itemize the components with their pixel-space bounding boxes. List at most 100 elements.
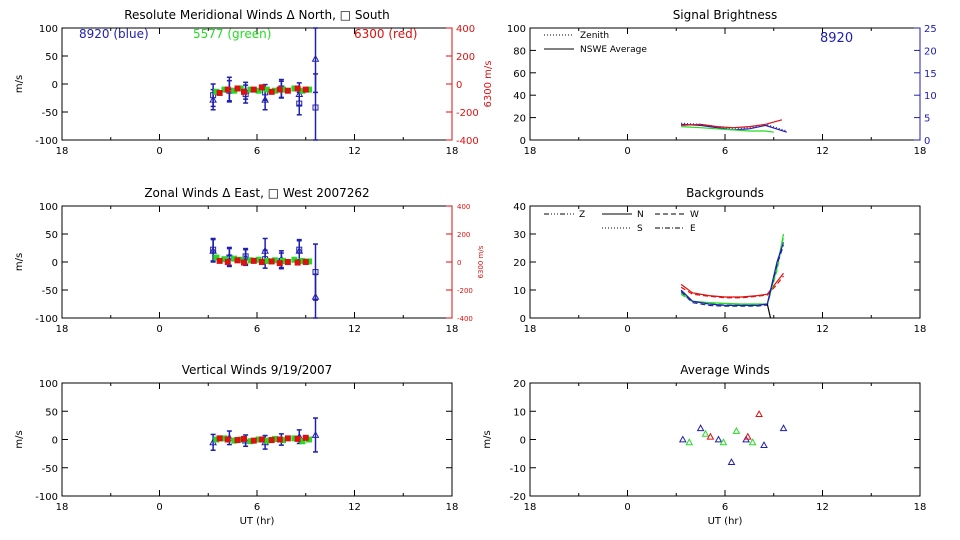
x-tick-label: 18 (56, 146, 69, 157)
y2-tick-label: 400 (457, 203, 470, 211)
series-line (766, 303, 772, 319)
y-tick-label: -50 (42, 464, 58, 475)
vertical-winds-panel: Vertical Winds 9/19/2007 18 0 6 12 18 100 50 0 -5… (14, 363, 458, 527)
series-2 (681, 126, 774, 133)
y2-axis-label: 6300 m/s (483, 61, 494, 108)
data-point-square (250, 437, 257, 444)
y-tick-label: -100 (35, 492, 58, 503)
data-point-square (302, 434, 309, 441)
x-tick-label: 18 (524, 324, 537, 335)
x-tick-label: 18 (524, 146, 537, 157)
x-tick-label: 12 (816, 502, 829, 513)
data-point-triangle (714, 435, 723, 443)
data-point-square (294, 435, 301, 442)
data-point-triangle (311, 54, 320, 62)
data-point-triangle (760, 441, 768, 448)
x-tick-label: 6 (722, 324, 728, 335)
data-point-triangle (696, 424, 705, 432)
x-tick-label: 18 (524, 502, 537, 513)
series-1 (685, 426, 757, 446)
data-point-square (276, 86, 283, 93)
series-line (681, 119, 783, 129)
series-line (680, 275, 784, 299)
data-point-square (250, 257, 257, 264)
y-tick-label: 10 (513, 286, 526, 297)
y2-tick-label: -400 (457, 315, 473, 323)
data-point-square (224, 86, 231, 93)
data-point-square (224, 259, 231, 265)
x-tick-label: 0 (156, 146, 162, 157)
x-tick-label: 0 (156, 502, 162, 513)
data-point-square (258, 259, 265, 265)
y-tick-label: 0 (52, 80, 58, 91)
data-point-square (296, 246, 303, 253)
data-point-square (210, 246, 217, 253)
series-3 (681, 119, 783, 129)
series-6 (766, 303, 772, 319)
x-tick-label: 0 (624, 324, 630, 335)
data-point-square (268, 88, 275, 95)
series-0 (209, 417, 320, 453)
plot-frame (61, 27, 453, 141)
series-3 (216, 84, 309, 96)
y-tick-label: -10 (510, 464, 526, 475)
y2-tick-label: 200 (456, 52, 475, 63)
plot-title: Backgrounds (686, 186, 764, 200)
y-tick-label: -20 (510, 492, 526, 503)
y2-tick-label: 10 (924, 91, 937, 102)
x-tick-label: 18 (914, 324, 927, 335)
y-tick-label: 40 (513, 91, 526, 102)
x-tick-label: 18 (446, 146, 459, 157)
data-point-square (213, 254, 220, 261)
x-tick-label: 0 (156, 324, 162, 335)
meridional-winds-panel: Resolute Meridional Winds Δ North, □ Sou… (14, 8, 494, 157)
plot-frame (529, 205, 921, 319)
y-tick-label: 100 (39, 202, 58, 213)
y2-tick-label: 400 (456, 24, 475, 35)
x-tick-label: 6 (722, 502, 728, 513)
plot-frame (529, 382, 921, 497)
series-2 (706, 410, 763, 440)
data-point-square (216, 257, 223, 264)
average-winds-panel: Average Winds 18 0 6 12 18 20 10 0 -10 -20 m/s UT (h… (482, 363, 926, 527)
y-tick-label: -100 (35, 314, 58, 325)
y-axis-label: m/s (14, 253, 25, 271)
data-point-square (224, 436, 231, 443)
legend-entry: N (637, 210, 644, 220)
y-axis-label: m/s (14, 430, 25, 448)
series-5 (680, 245, 785, 307)
data-point-square (302, 86, 309, 93)
y2-tick-label: 20 (924, 46, 937, 57)
y2-tick-label: 25 (924, 24, 937, 35)
legend-entry: W (690, 210, 699, 220)
data-point-square (263, 86, 270, 93)
data-point-square (312, 104, 319, 111)
x-tick-label: 12 (816, 146, 829, 157)
y-tick-label: 100 (39, 24, 58, 35)
data-point-triangle (311, 430, 320, 438)
y-tick-label: 0 (52, 258, 58, 269)
y-tick-label: 0 (520, 314, 526, 325)
y-tick-label: 0 (52, 436, 58, 447)
data-point-triangle (685, 438, 694, 446)
annotation-8920: 8920 (820, 31, 853, 46)
series-line (680, 245, 785, 307)
x-tick-label: 18 (914, 146, 927, 157)
y-tick-label: 30 (513, 230, 526, 241)
data-point-square (234, 85, 241, 92)
y2-tick-label: 0 (924, 136, 930, 147)
y-tick-label: -50 (42, 286, 58, 297)
x-tick-label: 18 (56, 502, 69, 513)
data-point-square (276, 260, 283, 267)
series-0 (678, 424, 788, 465)
plot-title: Vertical Winds 9/19/2007 (182, 363, 333, 377)
series-3 (216, 257, 309, 267)
legend-entry: 6300 (red) (354, 27, 417, 41)
data-point-square (250, 86, 257, 93)
data-point-square (241, 88, 247, 95)
data-point-square (234, 437, 241, 444)
x-tick-label: 12 (816, 324, 829, 335)
legend-entry: Zenith (580, 31, 609, 41)
